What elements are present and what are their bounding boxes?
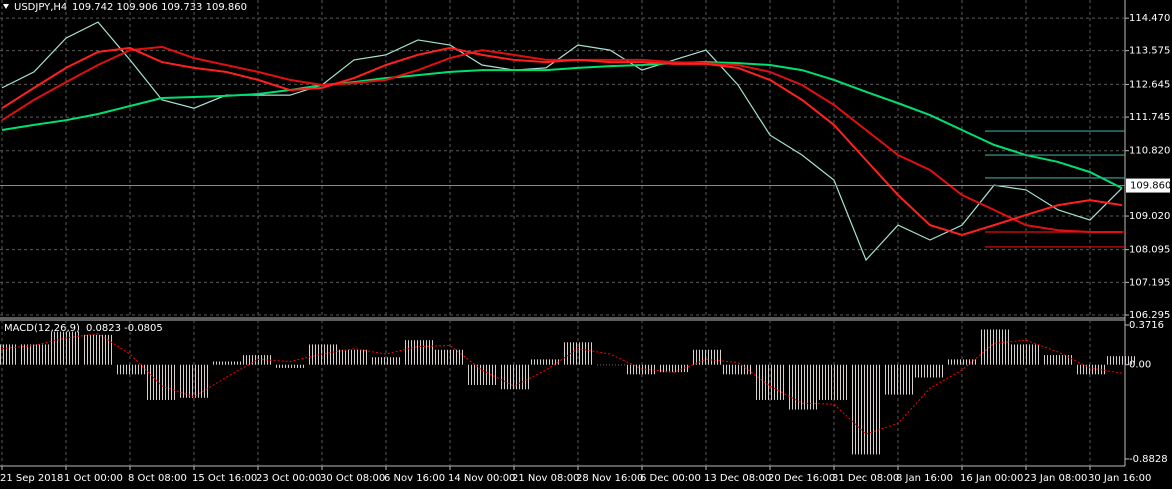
moving-average (1, 45, 1122, 234)
y-tick-label: 0.3716 (1129, 320, 1164, 331)
y-tick-label: 108.095 (1129, 245, 1170, 256)
menu-arrow (3, 4, 9, 9)
x-tick-label: 14 Nov 00:00 (448, 473, 515, 484)
x-tick-label: 16 Jan 00:00 (960, 473, 1023, 484)
x-tick-label: 1 Oct 00:00 (64, 473, 123, 484)
x-tick-label: 28 Nov 16:00 (576, 473, 643, 484)
x-tick-label: 31 Dec 08:00 (832, 473, 899, 484)
histogram-bar (659, 364, 689, 373)
histogram-bar (979, 329, 1009, 365)
moving-average (1, 46, 1123, 236)
y-tick-label: 110.820 (1129, 146, 1170, 157)
histogram-bar (275, 364, 305, 368)
y-tick-label: 112.645 (1129, 79, 1170, 90)
x-tick-label: 13 Dec 08:00 (704, 473, 771, 484)
x-tick-label: 8 Oct 08:00 (128, 473, 187, 484)
x-tick-label: 30 Jan 16:00 (1088, 473, 1151, 484)
histogram-bar (179, 364, 209, 398)
histogram-bar (787, 364, 817, 410)
histogram-bar (691, 349, 721, 365)
x-tick-label: 21 Nov 08:00 (512, 473, 579, 484)
chart-title: USDJPY,H4 (14, 2, 67, 13)
y-tick-label: 107.195 (1129, 277, 1170, 288)
x-tick-label: 20 Dec 16:00 (768, 473, 835, 484)
signal-line (1, 333, 1123, 435)
y-tick-label: -0.8828 (1129, 454, 1168, 465)
histogram-bar (307, 344, 337, 365)
histogram-bar (1011, 344, 1041, 365)
histogram-bar (147, 364, 177, 400)
histogram-bar (499, 364, 529, 390)
histogram-bar (211, 361, 241, 365)
histogram-bar (0, 344, 17, 365)
histogram-bar (403, 340, 433, 365)
histogram-bar (1075, 364, 1105, 375)
histogram-bar (371, 357, 401, 365)
histogram-bar (563, 342, 593, 365)
histogram-bar (947, 359, 977, 365)
x-tick-label: 6 Nov 16:00 (384, 473, 445, 484)
y-tick-label: 106.295 (1129, 310, 1170, 321)
x-tick-label: 30 Oct 08:00 (320, 473, 385, 484)
histogram-bar (1107, 356, 1137, 365)
histogram-bar (851, 364, 881, 455)
histogram-bar (435, 349, 465, 365)
y-tick-label: 113.575 (1129, 46, 1170, 57)
x-tick-label: 8 Jan 16:00 (896, 473, 953, 484)
indicator-title: MACD(12,26,9) (4, 323, 80, 334)
last-price-box (1126, 178, 1170, 193)
histogram-bar (339, 349, 369, 365)
histogram-bar (595, 364, 625, 366)
indicator-values: 0.0823 -0.0805 (86, 323, 163, 334)
histogram-bar (51, 331, 81, 365)
histogram-bar (819, 364, 849, 400)
x-tick-label: 21 Sep 2018 (0, 473, 63, 484)
x-tick-label: 23 Jan 08:00 (1024, 473, 1087, 484)
x-tick-label: 6 Dec 00:00 (640, 473, 701, 484)
histogram-bar (723, 364, 753, 375)
histogram-bar (883, 364, 913, 395)
histogram-bar (627, 364, 657, 375)
price-line (1, 21, 1123, 262)
x-tick-label: 23 Oct 00:00 (256, 473, 321, 484)
histogram-bar (755, 364, 785, 400)
histogram-bar (19, 344, 49, 365)
histogram-bar (467, 364, 497, 385)
histogram-bar (915, 364, 945, 378)
y-tick-label: 109.020 (1129, 211, 1170, 222)
moving-average (1, 61, 1123, 189)
histogram-bar (83, 334, 113, 365)
histogram-bar (531, 359, 561, 365)
y-tick-label: 114.470 (1129, 13, 1170, 24)
last-price-label: 109.860 (1130, 181, 1171, 192)
y-tick-label: 0.00 (1129, 360, 1151, 371)
ohlc-info: 109.742 109.906 109.733 109.860 (72, 2, 247, 13)
histogram-bar (1043, 355, 1073, 365)
x-tick-label: 15 Oct 16:00 (192, 473, 257, 484)
histogram-bar (115, 364, 145, 375)
y-tick-label: 111.745 (1129, 112, 1170, 123)
